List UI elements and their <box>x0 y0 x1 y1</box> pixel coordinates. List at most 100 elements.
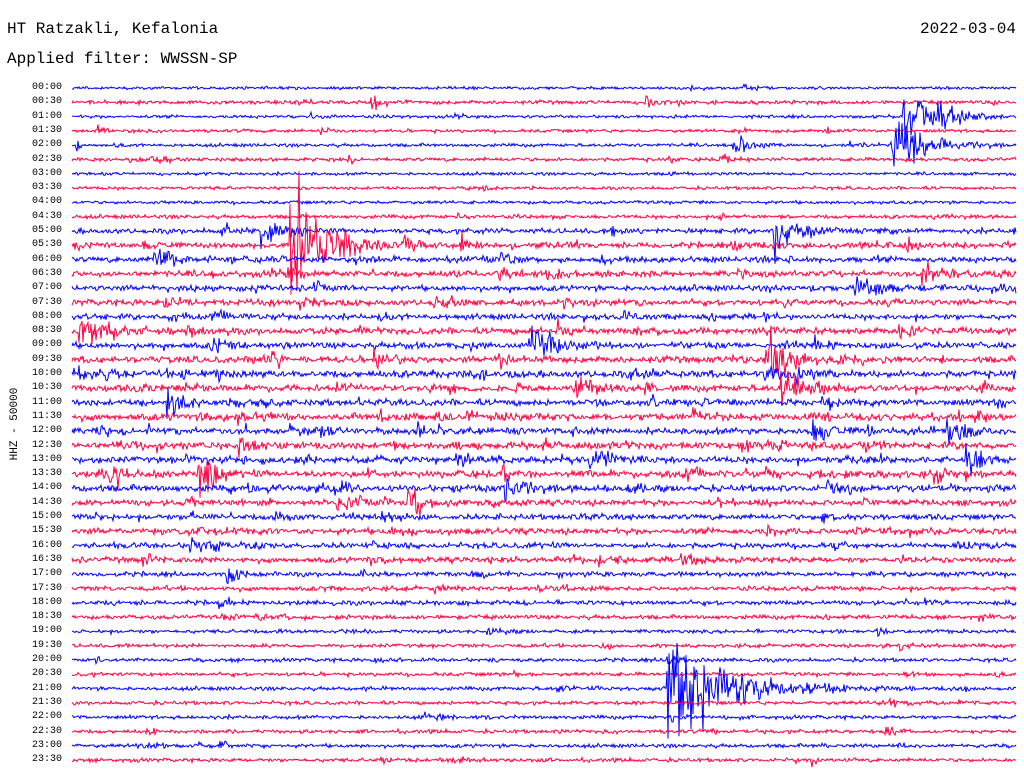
time-label: 18:30 <box>31 611 62 623</box>
time-label: 20:30 <box>31 668 62 680</box>
time-label: 16:30 <box>31 553 62 565</box>
trace-line <box>71 461 1017 498</box>
time-label: 12:00 <box>31 425 62 437</box>
time-label: 00:30 <box>31 96 62 108</box>
trace-line <box>71 740 1017 750</box>
trace-line <box>71 442 1017 475</box>
trace-line <box>71 436 1017 458</box>
trace-line <box>71 510 1017 524</box>
trace-line <box>71 365 1017 386</box>
time-label: 09:30 <box>31 353 62 365</box>
time-label: 00:00 <box>31 82 62 93</box>
time-label: 06:30 <box>31 267 62 279</box>
time-label: 05:00 <box>31 225 62 236</box>
trace-line <box>71 655 1017 666</box>
trace-line <box>71 222 1017 264</box>
time-label: 22:00 <box>31 711 62 723</box>
trace-line <box>71 121 1017 167</box>
time-label: 17:30 <box>31 582 62 594</box>
time-label: 09:00 <box>31 339 62 351</box>
time-label: 19:00 <box>31 625 62 637</box>
trace-line <box>71 95 1017 111</box>
trace-line <box>71 318 1017 345</box>
trace-line <box>71 582 1017 595</box>
time-label: 13:30 <box>31 468 62 480</box>
trace-line <box>71 184 1017 193</box>
trace-line <box>71 199 1017 206</box>
time-label: 07:00 <box>31 282 62 294</box>
time-label: 21:30 <box>31 696 62 708</box>
time-label: 02:00 <box>31 139 62 151</box>
time-label: 08:30 <box>31 325 62 337</box>
time-label: 14:30 <box>31 496 62 508</box>
time-label: 01:30 <box>31 124 62 136</box>
trace-line <box>71 170 1017 177</box>
time-label: 19:30 <box>31 639 62 651</box>
trace-line <box>72 641 1017 653</box>
trace-line <box>71 248 1017 267</box>
trace-line <box>71 370 1017 406</box>
trace-line <box>71 642 1017 739</box>
trace-line <box>72 626 1017 638</box>
trace-line <box>71 567 1017 585</box>
trace-line <box>71 325 1017 378</box>
time-label: 11:00 <box>31 396 62 408</box>
time-label: 07:30 <box>31 296 62 308</box>
trace-line <box>71 387 1017 419</box>
time-label: 21:00 <box>31 682 62 694</box>
trace-line <box>71 153 1017 165</box>
trace-line <box>71 553 1017 568</box>
trace-line <box>71 171 1017 295</box>
trace-line <box>71 295 1017 311</box>
time-label: 06:00 <box>31 253 62 265</box>
trace-line <box>71 755 1017 768</box>
time-label: 12:30 <box>31 439 62 451</box>
trace-line <box>71 261 1017 286</box>
time-label: 16:00 <box>31 539 62 551</box>
filter-label: Applied filter: WWSSN-SP <box>7 50 238 68</box>
time-label: 13:00 <box>31 453 62 465</box>
trace-line <box>71 523 1017 538</box>
trace-line <box>71 82 1017 93</box>
time-label: 18:00 <box>31 596 62 608</box>
time-label: 17:00 <box>31 568 62 580</box>
time-label: 23:00 <box>31 739 62 751</box>
trace-line <box>71 669 1017 679</box>
time-label: 05:30 <box>31 239 62 251</box>
time-label: 01:00 <box>31 110 62 122</box>
time-label: 20:00 <box>31 654 62 665</box>
time-label: 03:30 <box>31 182 62 194</box>
trace-line <box>71 711 1017 723</box>
trace-line <box>71 276 1017 296</box>
time-label: 15:30 <box>31 525 62 537</box>
station-title: HT Ratzakli, Kefalonia <box>7 20 219 38</box>
trace-line <box>71 612 1017 623</box>
trace-line <box>71 726 1017 737</box>
time-label: 15:00 <box>31 511 62 522</box>
trace-line <box>71 124 1017 136</box>
trace-line <box>71 308 1017 323</box>
time-label: 22:30 <box>31 725 62 737</box>
time-label: 23:30 <box>31 754 62 766</box>
time-label: 03:00 <box>31 167 62 179</box>
trace-line <box>71 407 1017 427</box>
trace-line <box>71 596 1017 609</box>
date-label: 2022-03-04 <box>919 20 1016 38</box>
trace-line <box>71 697 1017 708</box>
time-label: 14:00 <box>31 482 62 494</box>
time-label: 10:30 <box>31 382 62 394</box>
trace-line <box>71 99 1017 139</box>
trace-line <box>71 487 1017 516</box>
time-label: 04:30 <box>31 210 62 222</box>
trace-line <box>71 476 1017 503</box>
trace-line <box>71 537 1017 553</box>
trace-line <box>71 418 1017 445</box>
time-label: 10:00 <box>31 368 62 379</box>
time-label: 08:00 <box>31 310 62 322</box>
time-label: 04:00 <box>31 196 62 208</box>
time-label: 02:30 <box>31 153 62 165</box>
trace-line <box>71 211 1017 222</box>
time-label: 11:30 <box>31 410 62 422</box>
